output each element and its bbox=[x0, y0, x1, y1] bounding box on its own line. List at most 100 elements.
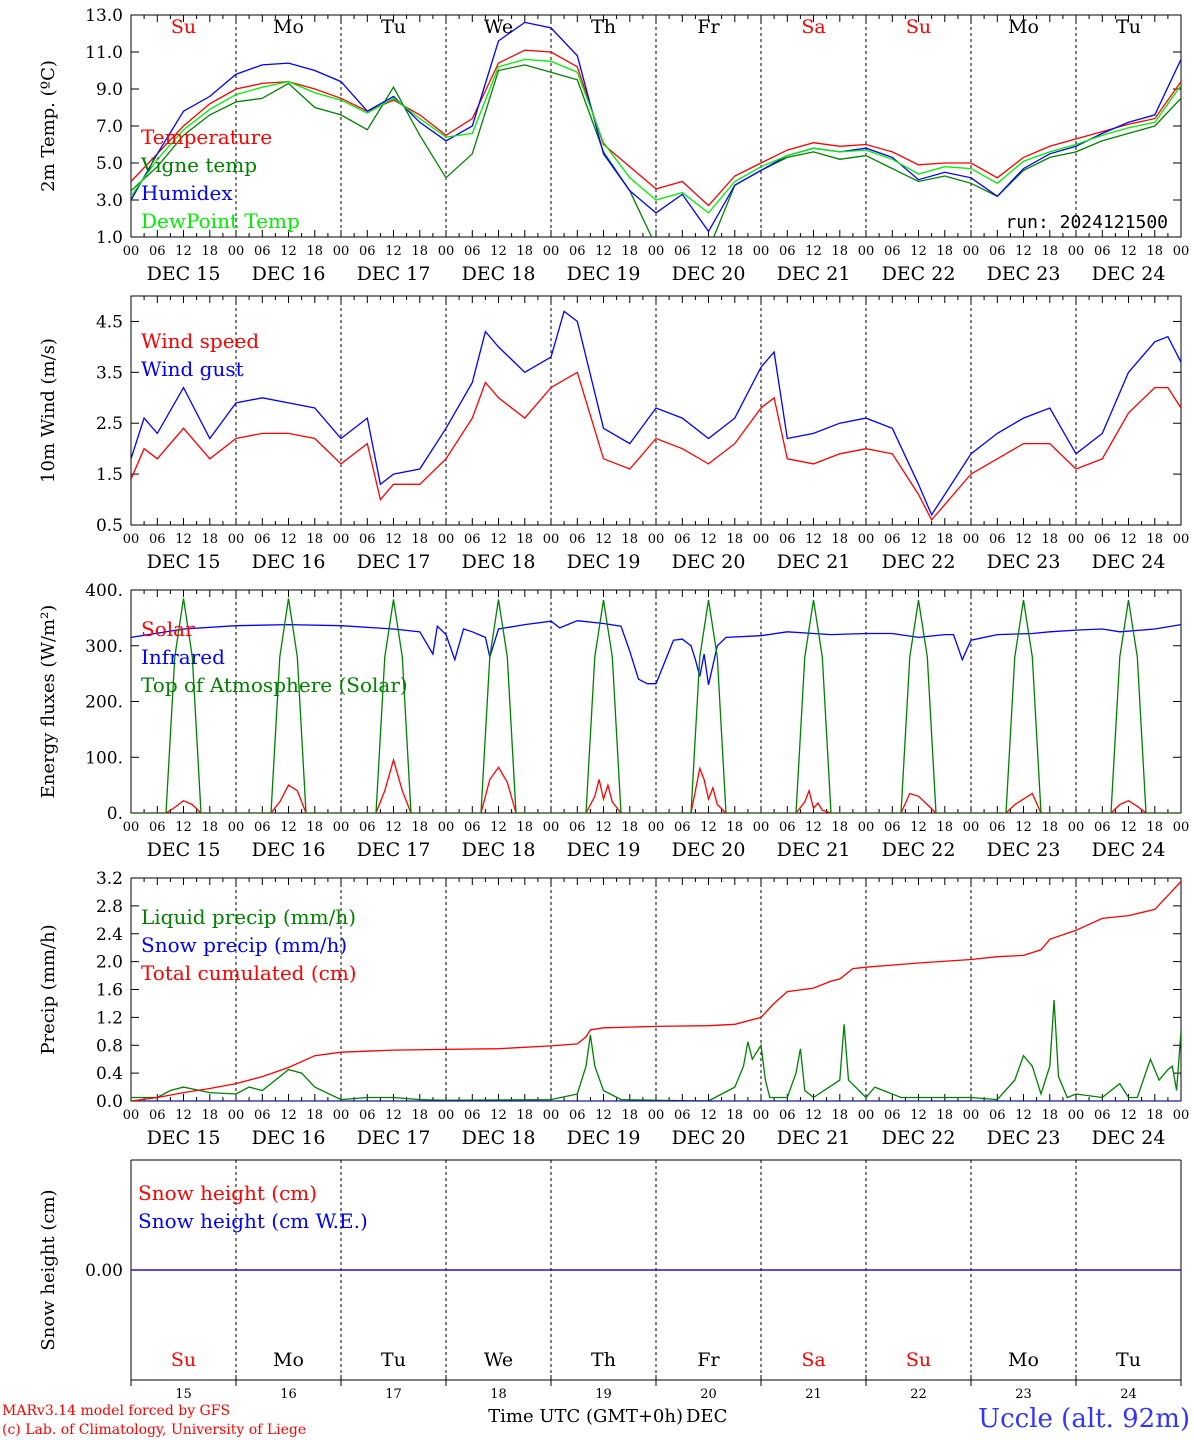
y-tick-label: 0.00 bbox=[85, 1261, 123, 1281]
x-hour-label: 00 bbox=[123, 532, 140, 547]
x-hour-label: 12 bbox=[175, 244, 192, 259]
x-hour-label: 06 bbox=[359, 532, 376, 547]
legend-entry: Snow height (cm W.E.) bbox=[138, 1209, 368, 1233]
x-hour-label: 06 bbox=[674, 532, 691, 547]
x-date-label: DEC 24 bbox=[1092, 1127, 1166, 1149]
x-hour-label: 00 bbox=[753, 820, 770, 835]
x-hour-label: 06 bbox=[1094, 820, 1111, 835]
x-date-label: DEC 16 bbox=[252, 1127, 326, 1149]
day-number-label: 15 bbox=[175, 1387, 192, 1402]
x-date-label: DEC 21 bbox=[777, 551, 851, 573]
x-hour-label: 12 bbox=[910, 244, 927, 259]
y-tick-label: 4.5 bbox=[96, 312, 123, 332]
x-hour-label: 18 bbox=[201, 1108, 218, 1123]
day-abbr-label: We bbox=[484, 16, 513, 38]
y-tick-label: 7.0 bbox=[96, 117, 123, 137]
x-date-label: DEC 18 bbox=[462, 839, 536, 861]
x-hour-label: 12 bbox=[1015, 244, 1032, 259]
legend-entry: Total cumulated (cm) bbox=[141, 961, 357, 985]
series-group bbox=[131, 881, 1181, 1101]
x-hour-label: 12 bbox=[1015, 532, 1032, 547]
x-hour-label: 00 bbox=[858, 532, 875, 547]
x-hour-label: 06 bbox=[989, 820, 1006, 835]
day-abbr-label: Su bbox=[906, 16, 931, 38]
series-line-humidex bbox=[131, 21, 1181, 233]
x-hour-label: 12 bbox=[700, 820, 717, 835]
x-date-label: DEC 18 bbox=[462, 263, 536, 285]
x-hour-label: 06 bbox=[254, 532, 271, 547]
x-hour-label: 06 bbox=[779, 532, 796, 547]
x-date-label: DEC 16 bbox=[252, 263, 326, 285]
x-hour-label: 06 bbox=[674, 244, 691, 259]
x-date-label: DEC 24 bbox=[1092, 839, 1166, 861]
x-hour-label: 18 bbox=[1041, 820, 1058, 835]
x-hour-label: 12 bbox=[805, 1108, 822, 1123]
day-number-label: 16 bbox=[280, 1387, 297, 1402]
footer-time-label: Time UTC (GMT+0h) bbox=[488, 1406, 683, 1427]
legend-entry: Top of Atmosphere (Solar) bbox=[141, 673, 408, 697]
x-hour-label: 18 bbox=[411, 244, 428, 259]
x-hour-label: 06 bbox=[884, 820, 901, 835]
x-hour-label: 12 bbox=[280, 820, 297, 835]
x-date-label: DEC 21 bbox=[777, 263, 851, 285]
x-hour-label: 18 bbox=[831, 1108, 848, 1123]
x-hour-label: 18 bbox=[831, 820, 848, 835]
series-group bbox=[131, 21, 1181, 237]
x-hour-label: 18 bbox=[621, 1108, 638, 1123]
x-hour-label: 00 bbox=[753, 1108, 770, 1123]
hour-ticks bbox=[130, 590, 1182, 813]
y-axis-label: 2m Temp. (ºC) bbox=[38, 60, 59, 192]
day-abbr-label: Fr bbox=[697, 16, 720, 38]
x-date-label: DEC 22 bbox=[882, 839, 956, 861]
run-label: run: 2024121500 bbox=[1005, 212, 1168, 233]
x-hour-label: 00 bbox=[543, 532, 560, 547]
x-hour-label: 12 bbox=[175, 820, 192, 835]
x-hour-label: 12 bbox=[805, 532, 822, 547]
x-hour-label: 12 bbox=[280, 244, 297, 259]
x-hour-label: 12 bbox=[385, 244, 402, 259]
y-tick-label: 3.0 bbox=[96, 191, 123, 211]
day-number-label: 24 bbox=[1120, 1387, 1137, 1402]
y-tick-label: 1.5 bbox=[96, 465, 123, 485]
x-hour-label: 00 bbox=[648, 1108, 665, 1123]
x-hour-label: 00 bbox=[438, 820, 455, 835]
y-axis-label: 10m Wind (m/s) bbox=[38, 338, 59, 483]
legend-entry: Wind gust bbox=[141, 357, 244, 381]
panel-snow: 0.00 Snow height (cm) Su 15 Mo 16 Tu 17 We 18 Th 19… bbox=[38, 1159, 1182, 1402]
x-date-label: DEC 24 bbox=[1092, 551, 1166, 573]
day-number-label: 18 bbox=[490, 1387, 507, 1402]
x-date-label: DEC 20 bbox=[672, 551, 746, 573]
x-hour-label: 00 bbox=[123, 820, 140, 835]
x-hour-label: 12 bbox=[805, 244, 822, 259]
x-hour-label: 18 bbox=[516, 532, 533, 547]
x-hour-label: 06 bbox=[149, 820, 166, 835]
x-hour-label: 18 bbox=[936, 244, 953, 259]
series-group bbox=[131, 598, 1181, 813]
y-tick-label: 2.8 bbox=[96, 897, 123, 917]
y-tick-label: 11.0 bbox=[85, 43, 123, 63]
legend-entry: Snow height (cm) bbox=[138, 1181, 317, 1205]
x-hour-label: 18 bbox=[306, 1108, 323, 1123]
day-abbr-label: Tu bbox=[1116, 16, 1141, 38]
x-hour-label: 12 bbox=[490, 820, 507, 835]
x-hour-label: 00 bbox=[438, 532, 455, 547]
day-number-label: 17 bbox=[385, 1387, 402, 1402]
x-hour-label: 06 bbox=[779, 820, 796, 835]
x-hour-label: 12 bbox=[910, 1108, 927, 1123]
x-hour-label: 00 bbox=[858, 1108, 875, 1123]
x-hour-label: 00 bbox=[1068, 1108, 1085, 1123]
x-hour-label: 06 bbox=[989, 1108, 1006, 1123]
x-hour-label: 00 bbox=[1173, 820, 1190, 835]
x-hour-label: 06 bbox=[254, 1108, 271, 1123]
x-date-label: DEC 23 bbox=[987, 263, 1061, 285]
day-abbr-label: Th bbox=[591, 16, 616, 38]
x-hour-label: 00 bbox=[333, 1108, 350, 1123]
x-hour-label: 18 bbox=[306, 820, 323, 835]
x-hour-label: 12 bbox=[1120, 820, 1137, 835]
x-date-label: DEC 17 bbox=[357, 1127, 431, 1149]
x-hour-label: 18 bbox=[516, 820, 533, 835]
series-line-liquid-precip-mm-h- bbox=[131, 999, 1181, 1101]
x-hour-label: 12 bbox=[700, 532, 717, 547]
x-hour-label: 18 bbox=[726, 1108, 743, 1123]
x-hour-label: 00 bbox=[543, 820, 560, 835]
